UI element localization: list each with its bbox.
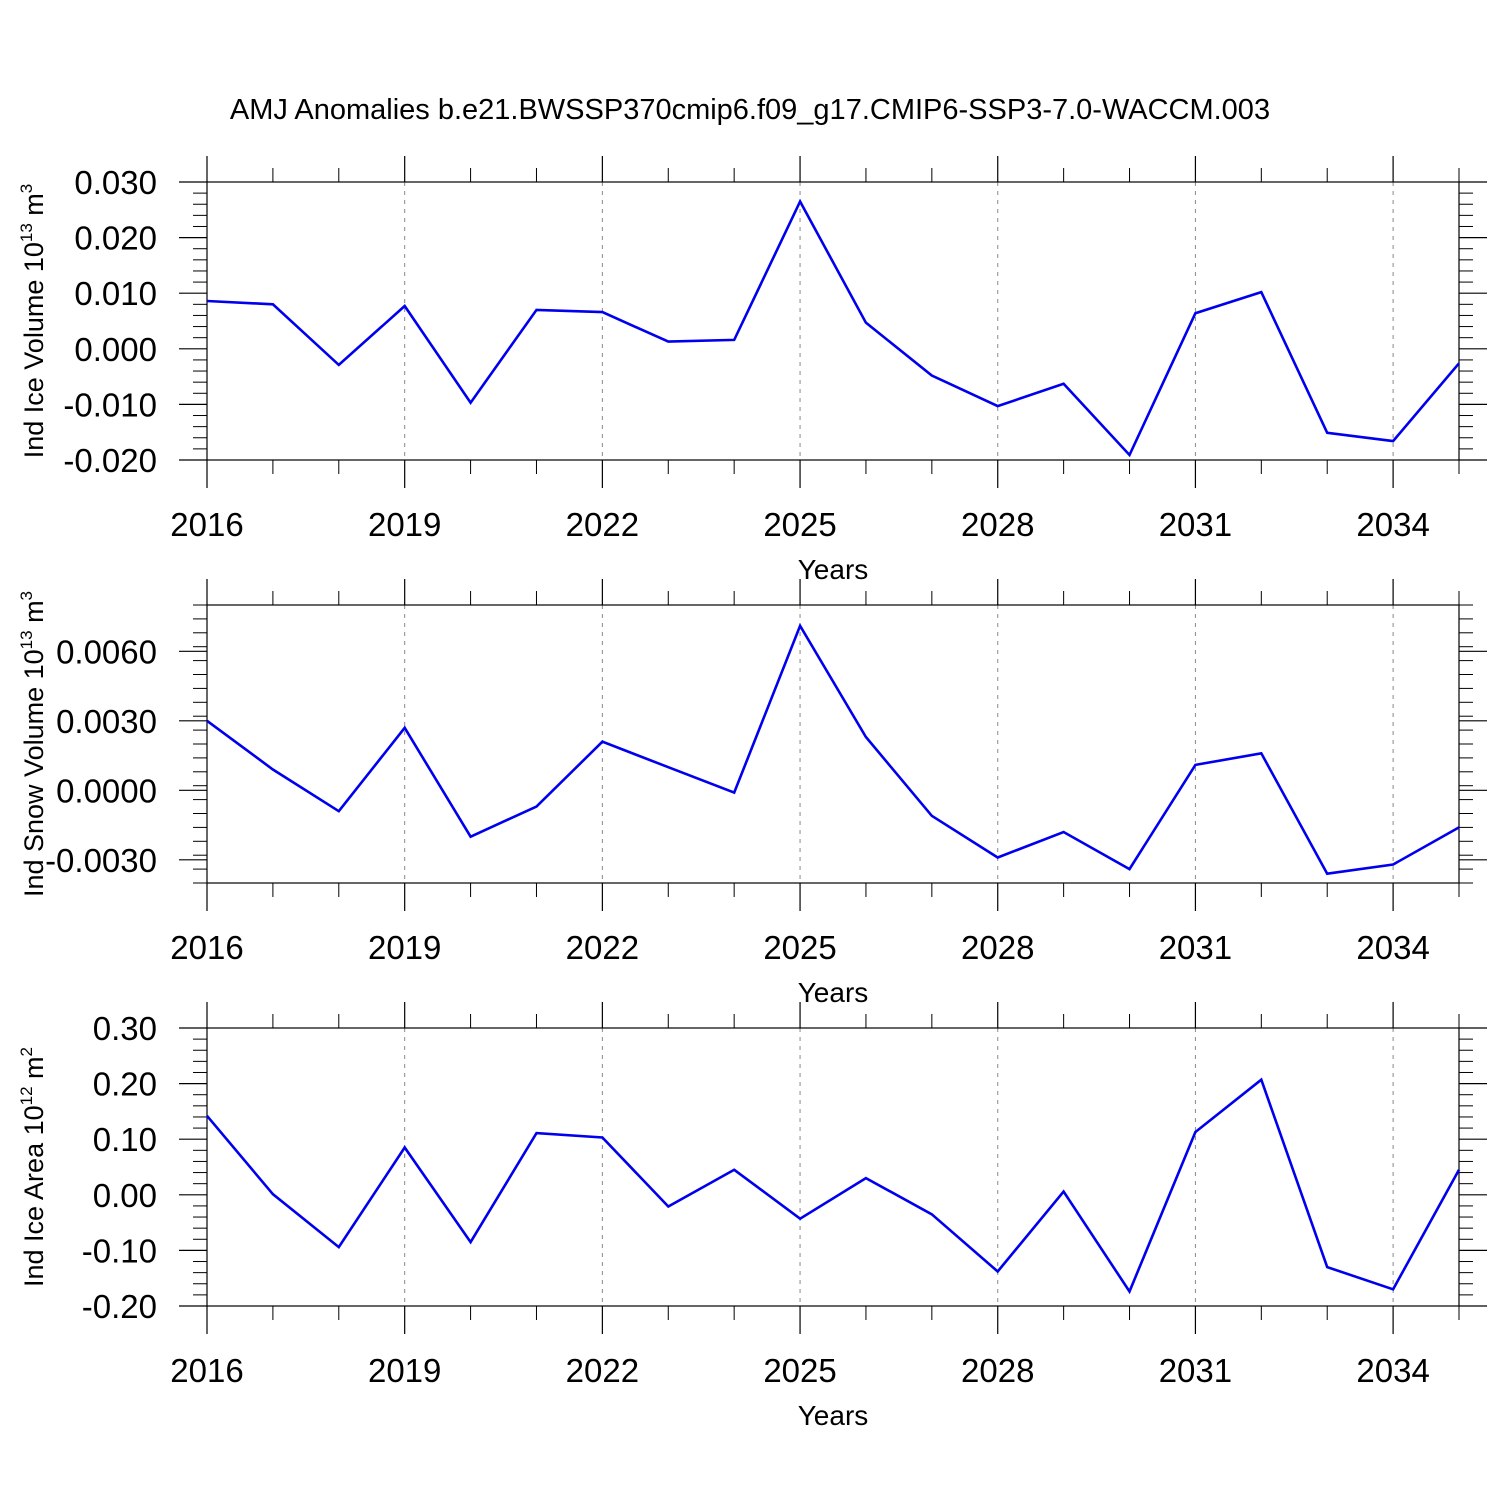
x-tick-label: 2028 xyxy=(961,929,1034,966)
x-axis-label: Years xyxy=(798,1400,869,1431)
x-tick-label: 2028 xyxy=(961,1352,1034,1389)
y-label-unit: m xyxy=(19,1056,49,1086)
y-tick-label: 0.10 xyxy=(93,1121,157,1158)
y-label-unit-exponent: 3 xyxy=(17,591,36,600)
x-tick-label: 2031 xyxy=(1159,506,1232,543)
y-tick-label: -0.0030 xyxy=(45,842,157,879)
y-tick-label: 0.00 xyxy=(93,1177,157,1214)
y-tick-label: 0.30 xyxy=(93,1010,157,1047)
x-tick-label: 2025 xyxy=(763,506,836,543)
y-tick-label: -0.020 xyxy=(63,442,157,479)
y-tick-label: 0.020 xyxy=(74,220,157,257)
x-tick-label: 2034 xyxy=(1356,929,1429,966)
y-tick-label: -0.010 xyxy=(63,386,157,423)
series-line xyxy=(206,1077,1461,1295)
y-axis-label: Ind Snow Volume 1013 m3 xyxy=(17,591,49,897)
x-tick-label: 2025 xyxy=(763,1352,836,1389)
y-axis-label: Ind Ice Volume 1013 m3 xyxy=(17,184,49,459)
y-tick-label: 0.0030 xyxy=(56,703,157,740)
y-axis-label: Ind Ice Area 1012 m2 xyxy=(17,1047,49,1287)
y-tick-label: 0.20 xyxy=(93,1066,157,1103)
y-tick-label: 0.0060 xyxy=(56,633,157,670)
x-tick-label: 2031 xyxy=(1159,929,1232,966)
x-tick-label: 2028 xyxy=(961,506,1034,543)
y-label-unit-exponent: 3 xyxy=(17,184,36,193)
x-axis-label: Years xyxy=(798,977,869,1008)
series-line xyxy=(206,198,1460,458)
y-label-unit: m xyxy=(19,193,49,223)
x-tick-label: 2019 xyxy=(368,929,441,966)
x-tick-label: 2031 xyxy=(1159,1352,1232,1389)
panel-2: -0.0030 0.0000 0.0030 0.0060 2016 2019 2022 202… xyxy=(17,579,1487,1008)
y-label-unit-exponent: 2 xyxy=(17,1047,36,1056)
plot-frame xyxy=(206,604,1460,884)
x-tick-label: 2016 xyxy=(170,1352,243,1389)
y-label-exponent: 12 xyxy=(17,1086,36,1105)
x-tick-label: 2016 xyxy=(170,929,243,966)
y-label-text: Ind Ice Area 10 xyxy=(19,1105,49,1287)
y-label-text: Ind Ice Volume 10 xyxy=(19,242,49,458)
y-label-unit: m xyxy=(19,600,49,630)
plot-frame xyxy=(206,181,1460,461)
y-tick-label: -0.10 xyxy=(82,1232,157,1269)
plot-frame xyxy=(206,1027,1460,1307)
x-tick-label: 2022 xyxy=(566,929,639,966)
x-tick-label: 2022 xyxy=(566,506,639,543)
x-axis-label: Years xyxy=(798,554,869,585)
x-tick-label: 2034 xyxy=(1356,1352,1429,1389)
y-label-text: Ind Snow Volume 10 xyxy=(19,649,49,897)
x-tick-label: 2019 xyxy=(368,1352,441,1389)
x-tick-label: 2025 xyxy=(763,929,836,966)
x-tick-label: 2034 xyxy=(1356,506,1429,543)
panel-3: -0.20 -0.10 0.00 0.10 0.20 0.30 2016 2019 2022 20… xyxy=(17,1002,1487,1431)
x-tick-label: 2016 xyxy=(170,506,243,543)
y-tick-label: 0.0000 xyxy=(56,772,157,809)
y-label-exponent: 13 xyxy=(17,223,36,242)
chart-title: AMJ Anomalies b.e21.BWSSP370cmip6.f09_g1… xyxy=(230,94,1270,126)
x-tick-label: 2022 xyxy=(566,1352,639,1389)
x-tick-label: 2019 xyxy=(368,506,441,543)
y-tick-label: 0.010 xyxy=(74,275,157,312)
series-line xyxy=(206,622,1460,876)
y-tick-label: 0.000 xyxy=(74,331,157,368)
y-label-exponent: 13 xyxy=(17,630,36,649)
panel-1: -0.020 -0.010 0.000 0.010 0.020 0.030 2016 2019… xyxy=(17,156,1487,585)
y-tick-label: 0.030 xyxy=(74,164,157,201)
y-tick-label: -0.20 xyxy=(82,1288,157,1325)
